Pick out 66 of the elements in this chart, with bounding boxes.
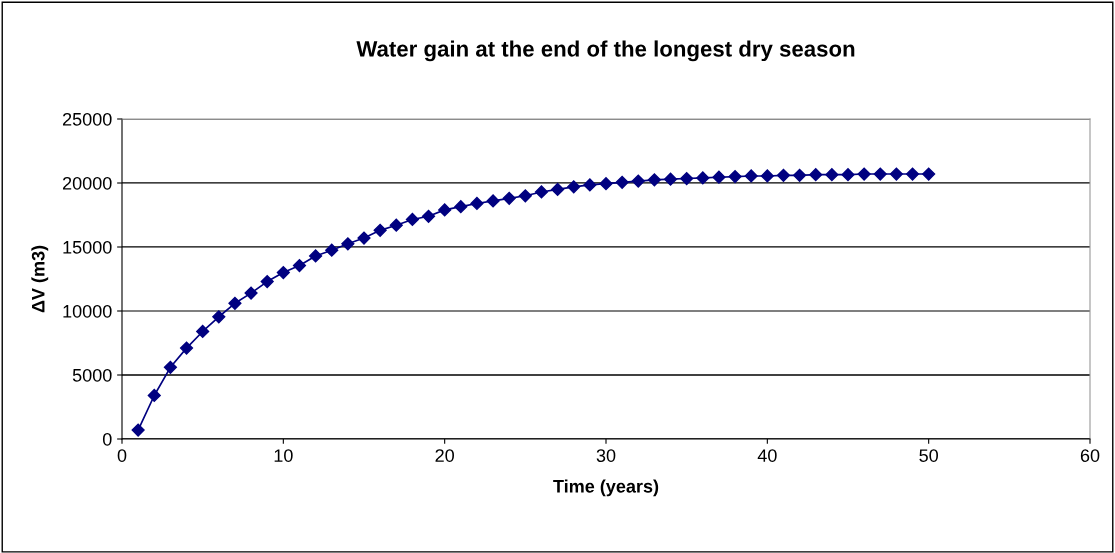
point xyxy=(147,388,161,403)
point xyxy=(583,178,597,192)
point xyxy=(809,168,823,182)
point xyxy=(647,173,661,187)
point xyxy=(454,200,468,214)
point xyxy=(793,168,807,182)
point xyxy=(841,168,855,182)
point xyxy=(276,266,290,280)
chart-title: Water gain at the end of the longest dry season xyxy=(356,40,855,62)
point xyxy=(421,209,436,223)
point xyxy=(631,174,645,188)
point xyxy=(373,223,387,237)
point xyxy=(212,310,226,324)
point xyxy=(228,296,242,310)
point xyxy=(680,171,694,186)
point xyxy=(825,168,839,182)
point xyxy=(889,167,903,181)
y-tick-label: 25000 xyxy=(62,112,112,126)
point xyxy=(502,191,516,205)
point xyxy=(486,194,500,208)
point xyxy=(341,237,355,251)
point xyxy=(405,212,419,227)
x-tick-label: 20 xyxy=(435,449,454,462)
x-tick-label: 10 xyxy=(274,449,293,462)
point xyxy=(389,218,403,232)
y-tick-label: 5000 xyxy=(72,368,112,382)
point xyxy=(131,423,145,437)
point xyxy=(744,169,758,183)
y-tick-label: 20000 xyxy=(62,176,112,190)
point xyxy=(615,175,629,189)
point xyxy=(292,258,307,273)
x-axis-title: Time (years) xyxy=(553,479,659,497)
point xyxy=(905,167,920,181)
point xyxy=(260,274,274,289)
point xyxy=(325,243,339,257)
point xyxy=(179,341,194,355)
point xyxy=(163,360,177,374)
x-tick-label: 60 xyxy=(1080,449,1100,462)
y-tick-label: 0 xyxy=(102,432,112,446)
point xyxy=(857,167,871,181)
point xyxy=(309,249,323,263)
x-tick-label: 0 xyxy=(117,449,127,462)
point xyxy=(470,196,484,211)
x-tick-label: 30 xyxy=(596,449,616,462)
x-tick-label: 40 xyxy=(757,449,777,462)
point xyxy=(663,172,678,186)
point xyxy=(712,170,726,184)
point xyxy=(567,180,581,194)
point xyxy=(196,324,210,339)
point xyxy=(873,167,887,181)
point xyxy=(534,185,549,199)
point xyxy=(776,168,791,182)
y-tick-label: 10000 xyxy=(63,304,112,318)
x-tick-label: 50 xyxy=(919,449,938,462)
point xyxy=(728,170,742,184)
point xyxy=(922,167,936,181)
point xyxy=(244,286,258,300)
point xyxy=(518,189,532,203)
y-tick-label: 15000 xyxy=(63,240,112,254)
point xyxy=(357,231,371,245)
point xyxy=(760,169,774,183)
point xyxy=(438,203,452,217)
point xyxy=(696,171,710,185)
point xyxy=(599,177,613,191)
point xyxy=(551,182,565,196)
y-axis-title: ΔV (m3) xyxy=(31,245,49,313)
